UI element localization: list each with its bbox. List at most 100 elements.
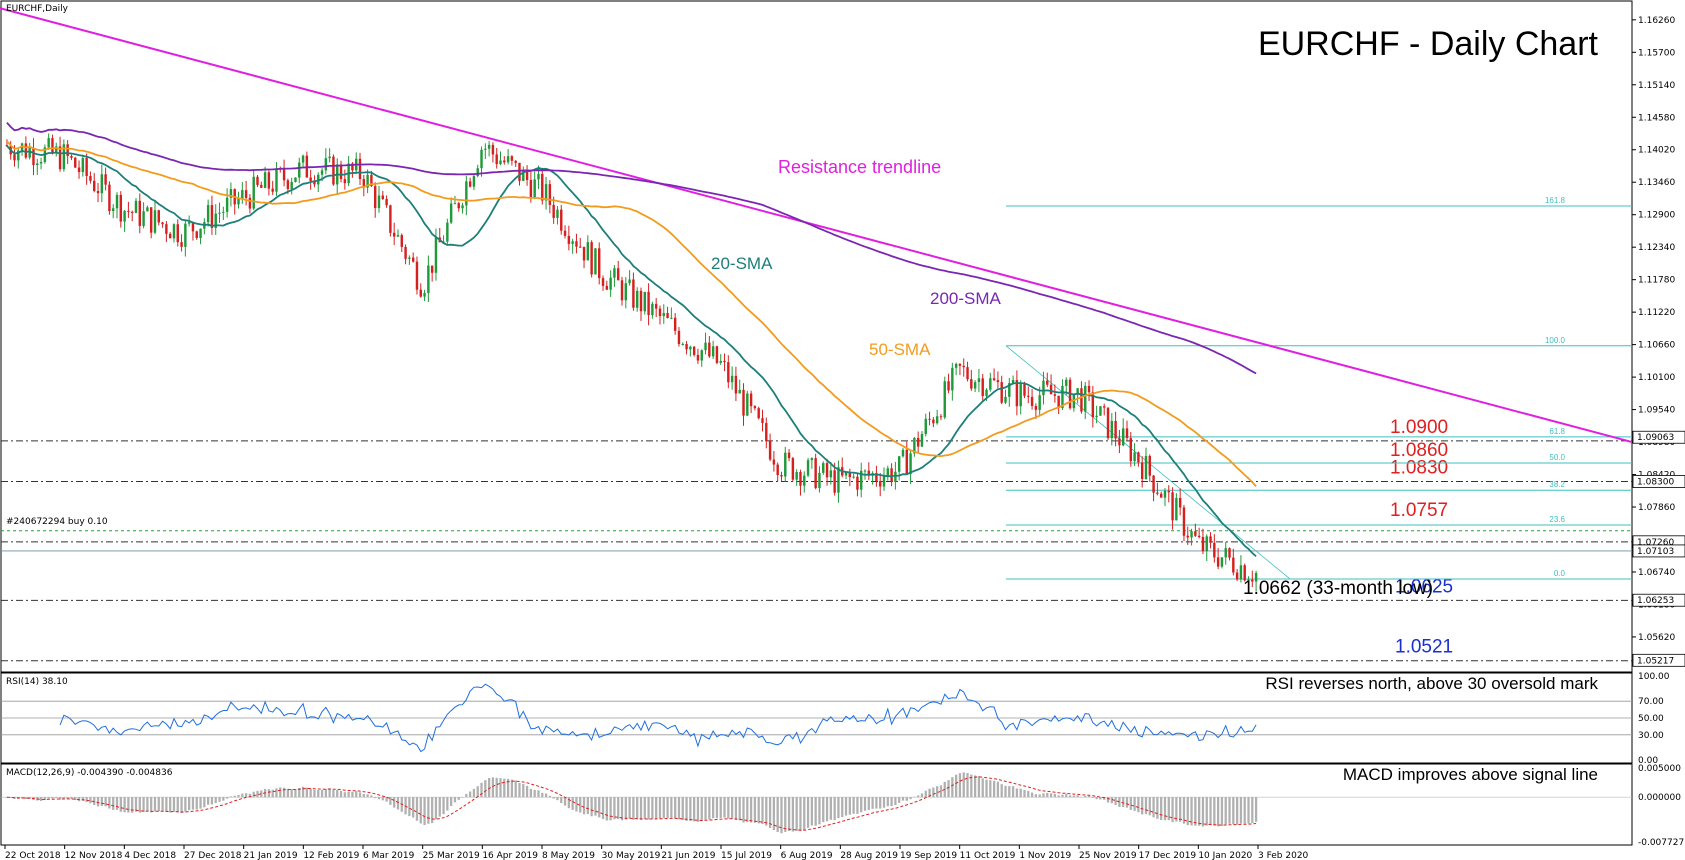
price-tick-label: 1.11780 [1638, 276, 1675, 286]
macd-histogram-bar [279, 787, 282, 798]
macd-histogram-bar [1141, 797, 1144, 815]
candle-body [886, 468, 890, 477]
chart-title: EURCHF - Daily Chart [1258, 25, 1599, 63]
macd-histogram-bar [742, 797, 745, 823]
date-label: 28 Aug 2019 [840, 851, 898, 860]
macd-histogram-bar [161, 797, 164, 812]
macd-histogram-bar [1030, 792, 1034, 798]
candle-body [875, 473, 878, 482]
macd-histogram-bar [260, 790, 263, 798]
candle-body [324, 158, 328, 171]
macd-histogram-bar [806, 797, 810, 828]
date-label: 4 Dec 2018 [124, 851, 176, 860]
macd-histogram-bar [689, 797, 692, 821]
macd-histogram-bar [700, 797, 703, 822]
macd-histogram-bar [1224, 797, 1227, 825]
candle-body [47, 138, 50, 148]
candle-body [1046, 380, 1049, 385]
macd-histogram-bar [1019, 788, 1022, 798]
macd-signal-line [6, 776, 1257, 831]
candle-body [1220, 557, 1224, 567]
candle-body [1190, 531, 1193, 538]
price-marker-label: 1.06253 [1637, 596, 1674, 606]
candle-body [860, 470, 863, 490]
candle-body [457, 203, 460, 209]
macd-histogram-bar [662, 797, 665, 819]
macd-histogram-bar [1125, 797, 1129, 808]
macd-histogram-bar [157, 797, 160, 812]
candle-body [1110, 420, 1114, 439]
macd-histogram-bar [575, 797, 578, 812]
macd-histogram-bar [1133, 797, 1136, 811]
macd-histogram-bar [180, 797, 183, 814]
candle-body [389, 205, 392, 233]
macd-histogram-bar [1057, 795, 1060, 798]
candle-body [1239, 565, 1243, 580]
candle-body [1228, 548, 1231, 558]
macd-histogram-bar [184, 797, 187, 812]
candle-body [654, 303, 658, 309]
macd-histogram-bar [1254, 797, 1258, 822]
candle-body [404, 246, 407, 259]
candle-body [552, 204, 555, 218]
macd-histogram-bar [609, 797, 612, 821]
macd-histogram-bar [894, 797, 897, 806]
candle-body [138, 200, 142, 226]
macd-histogram-bar [636, 797, 639, 820]
macd-histogram-bar [730, 797, 734, 819]
candle-body [1156, 492, 1159, 494]
macd-histogram-bar [909, 797, 912, 800]
macd-histogram-bar [1072, 795, 1075, 798]
candle-body [480, 149, 483, 169]
macd-histogram-bar [358, 792, 362, 798]
macd-histogram-bar [389, 797, 392, 805]
candle-body [746, 393, 749, 416]
macd-histogram-bar [70, 797, 73, 800]
macd-histogram-bar [639, 797, 643, 820]
macd-histogram-bar [472, 788, 476, 798]
macd-histogram-bar [85, 797, 88, 803]
candle-body [715, 346, 719, 363]
macd-panel-frame [0, 763, 1633, 846]
candle-body [863, 470, 867, 472]
candle-body [916, 437, 920, 447]
price-tick-label: 1.10100 [1638, 373, 1675, 383]
candle-body [313, 180, 316, 185]
macd-histogram-bar [715, 797, 719, 819]
candle-body [901, 449, 905, 457]
macd-histogram-bar [188, 797, 191, 811]
macd-histogram-bar [1216, 797, 1220, 827]
macd-histogram-bar [47, 797, 50, 799]
candle-body [1015, 379, 1019, 407]
macd-histogram-bar [571, 797, 574, 810]
macd-label: MACD(12,26,9) -0.004390 -0.004836 [6, 768, 173, 778]
candle-body [696, 354, 700, 361]
candle-body [909, 453, 912, 475]
macd-histogram-bar [548, 795, 552, 798]
macd-histogram-bar [1087, 795, 1091, 798]
macd-histogram-bar [860, 797, 863, 813]
level-label: 1.0521 [1395, 637, 1453, 658]
macd-histogram-bar [563, 797, 567, 806]
candle-body [290, 181, 293, 190]
macd-histogram-bar [1220, 797, 1224, 826]
candle-body [711, 346, 715, 357]
macd-histogram-bar [552, 797, 555, 799]
macd-histogram-bar [39, 797, 43, 801]
resistance-trendline [0, 7, 1633, 444]
macd-histogram-bar [966, 773, 969, 798]
candle-body [1251, 579, 1254, 582]
candle-body [362, 179, 366, 188]
macd-histogram-bar [442, 797, 445, 815]
candle-body [408, 257, 411, 259]
level-label: 1.0860 [1390, 440, 1448, 461]
price-tick-label: 1.15700 [1638, 48, 1675, 58]
candle-body [328, 156, 331, 159]
candle-body [423, 293, 426, 297]
macd-histogram-bar [1065, 793, 1068, 798]
candle-body [635, 290, 639, 308]
candle-body [70, 156, 73, 158]
macd-histogram-bar [229, 796, 233, 798]
candle-body [1038, 395, 1041, 410]
